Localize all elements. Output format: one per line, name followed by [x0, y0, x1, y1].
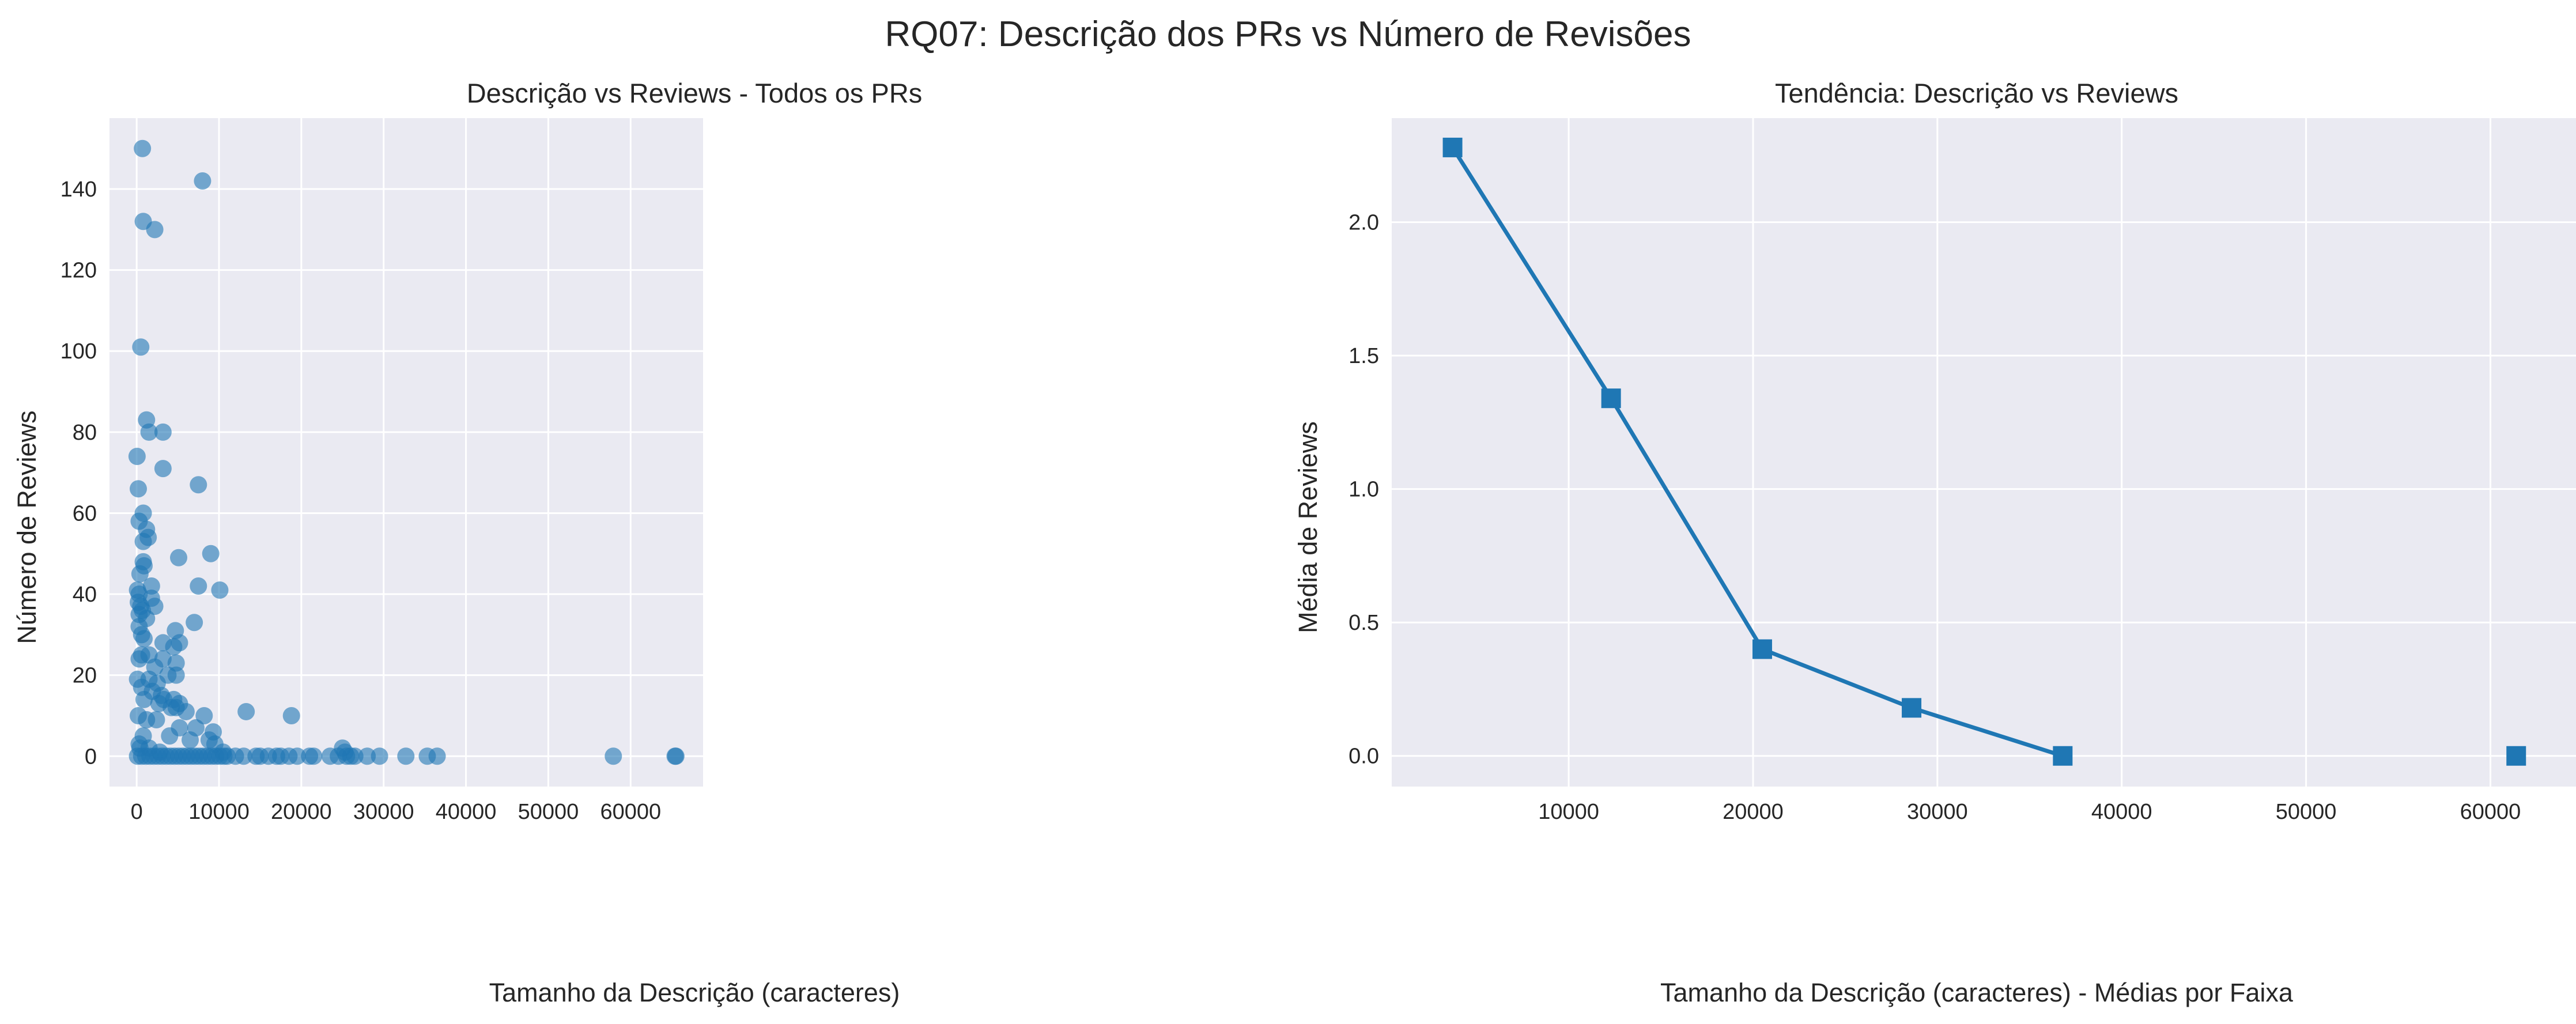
scatter-point: [215, 747, 233, 765]
scatter-x-tick-label: 30000: [353, 800, 414, 824]
scatter-point: [194, 172, 211, 190]
scatter-point: [190, 577, 207, 595]
scatter-point: [182, 731, 199, 749]
scatter-y-axis-label: Número de Reviews: [12, 410, 41, 644]
scatter-title: Descrição vs Reviews - Todos os PRs: [467, 78, 923, 108]
trend-y-axis-label: Média de Reviews: [1293, 421, 1323, 633]
scatter-point: [148, 711, 165, 728]
scatter-point: [237, 702, 255, 720]
scatter-point: [135, 630, 153, 648]
scatter-x-tick-label: 50000: [518, 800, 579, 824]
scatter-y-tick-label: 0: [85, 745, 97, 769]
trend-title: Tendência: Descrição vs Reviews: [1775, 78, 2178, 108]
scatter-point: [170, 549, 187, 566]
scatter-point: [605, 747, 622, 765]
scatter-point: [132, 338, 150, 356]
scatter-point: [134, 532, 152, 550]
scatter-point: [305, 747, 323, 765]
scatter-x-tick-label: 60000: [600, 800, 661, 824]
scatter-point: [131, 565, 149, 583]
scatter-plot-area: [109, 118, 703, 787]
scatter-point: [161, 727, 179, 745]
scatter-point: [165, 638, 183, 656]
scatter-point: [371, 747, 388, 765]
scatter-x-tick-label: 10000: [188, 800, 250, 824]
scatter-points: [128, 139, 685, 765]
scatter-x-axis-label: Tamanho da Descrição (caracteres): [489, 978, 900, 1007]
trend-y-tick-label: 1.0: [1349, 478, 1379, 502]
scatter-point: [282, 706, 300, 724]
trend-y-tick-label: 1.5: [1349, 344, 1379, 368]
scatter-point: [134, 139, 152, 157]
scatter-point: [667, 747, 685, 765]
trend-point-marker: [2053, 746, 2073, 766]
trend-panel: 10000 20000 30000 40000 50000 60000 0.0 0.5 1.0 1…: [1293, 78, 2576, 1007]
scatter-tick-labels: 0 10000 20000 30000 40000 50000 60000 0 20 40 60 80…: [61, 177, 662, 824]
scatter-y-tick-label: 80: [73, 421, 97, 445]
scatter-point: [346, 747, 364, 765]
scatter-point: [190, 476, 207, 494]
trend-point-marker: [1601, 388, 1621, 409]
scatter-point: [235, 747, 252, 765]
scatter-point: [288, 747, 306, 765]
scatter-panel: 0 10000 20000 30000 40000 50000 60000 0 20 40 60 80…: [12, 78, 922, 1007]
scatter-y-tick-label: 140: [61, 177, 97, 202]
scatter-point: [154, 423, 172, 441]
trend-y-tick-label: 0.5: [1349, 611, 1379, 635]
scatter-point: [397, 747, 415, 765]
scatter-y-tick-label: 20: [73, 664, 97, 688]
scatter-point: [195, 706, 213, 724]
scatter-point: [186, 614, 203, 632]
trend-x-axis-label: Tamanho da Descrição (caracteres) - Médi…: [1660, 978, 2294, 1007]
scatter-point: [142, 577, 160, 595]
scatter-point: [130, 650, 148, 668]
trend-x-tick-label: 10000: [1538, 800, 1599, 824]
scatter-point: [167, 654, 185, 672]
scatter-x-tick-label: 0: [131, 800, 143, 824]
trend-point-marker: [1902, 698, 1922, 718]
trend-x-tick-label: 60000: [2460, 800, 2521, 824]
trend-plot-area: [1392, 118, 2576, 787]
scatter-point: [202, 545, 220, 562]
scatter-y-tick-label: 40: [73, 583, 97, 607]
scatter-point: [177, 702, 195, 720]
trend-point-marker: [2506, 746, 2526, 766]
scatter-point: [146, 221, 164, 239]
trend-point-marker: [1752, 639, 1772, 659]
scatter-point: [428, 747, 446, 765]
scatter-point: [358, 747, 376, 765]
trend-x-tick-label: 50000: [2276, 800, 2337, 824]
trend-x-tick-label: 30000: [1907, 800, 1968, 824]
scatter-y-tick-label: 120: [61, 259, 97, 283]
scatter-point: [128, 448, 146, 466]
scatter-point: [211, 581, 229, 599]
scatter-y-tick-label: 100: [61, 339, 97, 364]
trend-grid: [1392, 118, 2576, 787]
figure-suptitle: RQ07: Descrição dos PRs vs Número de Rev…: [885, 14, 1691, 54]
scatter-point: [135, 690, 153, 708]
scatter-point: [140, 423, 158, 441]
trend-x-tick-label: 40000: [2091, 800, 2152, 824]
trend-y-tick-label: 2.0: [1349, 211, 1379, 235]
scatter-point: [130, 480, 147, 498]
scatter-y-tick-label: 60: [73, 501, 97, 526]
trend-y-tick-label: 0.0: [1349, 745, 1379, 769]
trend-x-tick-label: 20000: [1723, 800, 1784, 824]
trend-tick-labels: 10000 20000 30000 40000 50000 60000 0.0 0.5 1.0 1…: [1349, 211, 2521, 824]
scatter-x-tick-label: 40000: [436, 800, 497, 824]
scatter-x-tick-label: 20000: [271, 800, 332, 824]
trend-series: [1442, 137, 2526, 766]
scatter-point: [154, 460, 172, 478]
scatter-point: [167, 666, 185, 684]
trend-point-marker: [1442, 137, 1463, 157]
